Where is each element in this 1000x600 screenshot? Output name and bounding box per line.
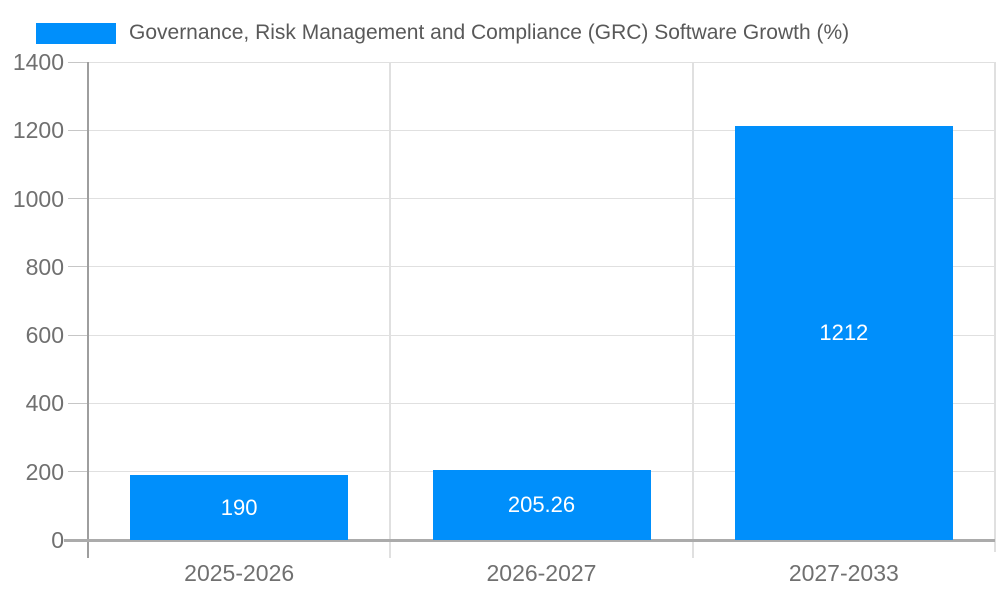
y-axis-tick	[68, 198, 88, 200]
bar-2027-2033[interactable]: 1212	[734, 126, 953, 540]
y-axis-tick-label: 1400	[12, 49, 64, 75]
plot-area: 0 200 400 600 800 1000 1200 1400 190 205.26 1212 20…	[13, 49, 996, 586]
bar-value-label: 190	[220, 494, 258, 520]
y-axis-tick-label: 400	[25, 390, 64, 417]
bar-value-label: 205.26	[507, 491, 576, 517]
plot-right-border	[994, 62, 996, 552]
y-gridline	[88, 129, 995, 131]
y-axis-tick-label: 600	[25, 322, 64, 349]
legend-item[interactable]: Governance, Risk Management and Complian…	[36, 20, 849, 46]
legend-label: Governance, Risk Management and Complian…	[129, 21, 850, 44]
y-axis-tick-label: 800	[25, 253, 64, 280]
category-boundary-line	[691, 62, 694, 558]
y-gridline	[88, 266, 995, 268]
x-axis-label: 2027-2033	[788, 560, 899, 586]
y-gridline	[88, 334, 995, 336]
y-axis-tick	[68, 402, 88, 404]
y-gridline	[88, 198, 995, 200]
bar-2025-2026[interactable]: 190	[130, 475, 349, 540]
y-gridline	[88, 61, 995, 63]
y-axis-tick-label: 0	[51, 527, 64, 553]
legend-swatch	[36, 22, 116, 44]
y-axis-tick-label: 200	[25, 458, 64, 485]
y-axis-tick	[68, 471, 88, 473]
y-axis-line	[87, 62, 89, 558]
y-axis-tick	[68, 61, 88, 63]
y-axis-tick	[68, 334, 88, 336]
y-axis-tick-label: 1000	[12, 185, 64, 212]
y-gridline	[88, 402, 995, 404]
y-axis-tick	[68, 129, 88, 131]
x-axis-label: 2026-2027	[486, 560, 597, 586]
bar-2026-2027[interactable]: 205.26	[432, 469, 651, 540]
x-axis-baseline	[64, 539, 995, 542]
x-axis-label: 2025-2026	[184, 560, 295, 586]
y-axis-tick-label: 1200	[12, 117, 64, 144]
bar-value-label: 1212	[819, 320, 869, 346]
y-axis-tick	[68, 266, 88, 268]
category-boundary-line	[389, 62, 392, 558]
